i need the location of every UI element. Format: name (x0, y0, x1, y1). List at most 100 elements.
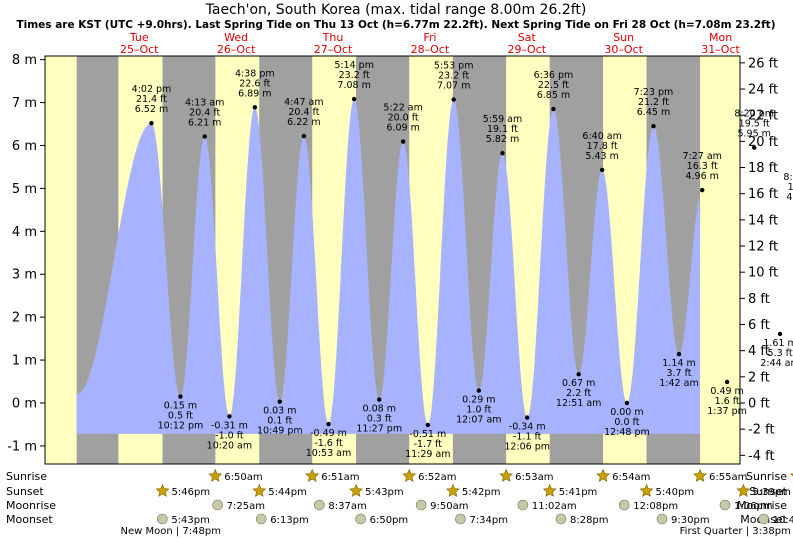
low-tide-label: 1.6 ft (715, 396, 740, 407)
low-tide-label: -1.6 ft (314, 438, 343, 449)
moonset-time: 9:30pm (671, 515, 710, 526)
high-tide-label: 6.85 m (537, 90, 570, 101)
low-tide-label: 0.1 ft (267, 416, 292, 427)
low-tide-label: -0.51 m (409, 429, 446, 440)
low-tide-label: 0.03 m (263, 406, 296, 417)
extreme-point (576, 372, 581, 377)
high-tide-label: 5.82 m (486, 134, 519, 145)
y-tick-label-m: 1 m (12, 354, 37, 369)
extreme-point (149, 120, 154, 126)
extreme-point (425, 422, 431, 428)
high-tide-label: 20.0 ft (388, 113, 419, 124)
high-tide-label: 7:23 pm (634, 87, 674, 98)
low-tide-label: -0.31 m (211, 420, 248, 431)
low-tide-label: 12:06 pm (504, 442, 550, 453)
moonset-moon-icon (157, 513, 168, 525)
high-tide-label: 14.7 ft (788, 182, 793, 193)
sunset-time: 5:41pm (559, 487, 598, 498)
moonrise-time: 9:50am (430, 501, 468, 512)
moonrise-moon-icon (517, 499, 529, 511)
extreme-point (777, 331, 783, 337)
low-tide-label: 0.5 ft (168, 411, 193, 422)
y-tick-label-m: 5 m (12, 182, 37, 197)
day-label-weekday: Sat (518, 31, 537, 44)
extreme-point (277, 399, 283, 404)
low-tide-label: 1.14 m (662, 358, 695, 369)
sunset-time: 5:46pm (172, 487, 211, 498)
high-tide-label: 6.45 m (637, 107, 670, 118)
extreme-point (178, 394, 183, 399)
plot-frame (44, 55, 741, 465)
sunset-sun-icon (445, 483, 460, 497)
low-tide-label: -1.0 ft (215, 430, 244, 441)
extreme-point (400, 139, 406, 144)
extreme-point (599, 167, 605, 173)
day-label-date: 30–Oct (604, 43, 643, 56)
day-label-weekday: Thu (322, 31, 344, 44)
day-label-weekday: Fri (423, 31, 436, 44)
low-tide-label: 1.0 ft (466, 405, 491, 416)
extreme-point (500, 151, 505, 156)
extreme-point (377, 397, 382, 402)
low-tide-label: -1.7 ft (414, 439, 443, 450)
sunset-sun-icon (252, 483, 267, 497)
y-tick-label-m: 7 m (12, 96, 37, 111)
extreme-point (202, 134, 207, 139)
low-tide-label: 10:53 am (306, 448, 351, 459)
y-tick-label-ft: 18 ft (748, 161, 778, 176)
moonset-moon-icon (355, 513, 366, 525)
low-tide-label: 0.29 m (462, 395, 495, 406)
low-tide-label: 0.00 m (610, 407, 643, 418)
extreme-point (700, 187, 705, 193)
tide-curve (76, 99, 700, 459)
high-tide-label: 4.47 m (786, 192, 793, 203)
high-tide-label: 5:59 am (483, 114, 522, 125)
low-tide-label: 11:27 pm (356, 424, 402, 435)
y-tick-label-ft: 14 ft (748, 213, 778, 228)
low-tide-label: 1:37 pm (707, 406, 747, 417)
high-tide-label: 8:20 pm (734, 109, 774, 120)
high-tide-label: 6.21 m (188, 117, 221, 128)
moonrise-time: 1:06pm (734, 501, 773, 512)
high-tide-label: 6.89 m (238, 88, 271, 99)
y-tick-label-ft: 24 ft (748, 83, 778, 98)
y-tick-label-ft: 6 ft (748, 318, 770, 333)
low-tide-label: 1.61 m (763, 338, 793, 349)
astro-row-label-right: Sunset (749, 485, 787, 498)
low-tide-label: 2.2 ft (566, 388, 591, 399)
sunset-time: 5:43pm (365, 487, 404, 498)
moonrise-moon-icon (618, 499, 630, 511)
high-tide-label: 20.4 ft (288, 107, 319, 118)
moonrise-time: 12:08pm (633, 501, 678, 512)
y-tick-label-m: 3 m (12, 268, 37, 283)
chart-title: Taech'on, South Korea (max. tidal range … (205, 2, 587, 18)
y-tick-label-m: 2 m (12, 311, 37, 326)
y-tick-label-ft: 8 ft (748, 292, 770, 307)
day-label-date: 26–Oct (217, 43, 256, 56)
low-tide-label: 12:51 am (556, 398, 601, 409)
low-tide-label: 0.0 ft (614, 417, 639, 428)
y-tick-label-m: 8 m (12, 53, 37, 68)
high-tide-label: 7.08 m (337, 80, 370, 91)
low-tide-label: 0.67 m (562, 378, 595, 389)
high-tide-label: 4:13 am (185, 97, 224, 108)
high-tide-label: 16.3 ft (687, 161, 718, 172)
high-tide-label: 22.5 ft (538, 80, 569, 91)
low-tide-label: 3.7 ft (666, 368, 691, 379)
high-tide-label: 6.22 m (287, 117, 320, 128)
extreme-point (476, 388, 482, 393)
sunrise-sun-icon (499, 468, 514, 482)
sunrise-sun-icon (790, 473, 793, 482)
sunset-time: 5:42pm (462, 487, 501, 498)
day-label-weekday: Wed (224, 31, 248, 44)
y-tick-label-ft: 0 ft (748, 397, 770, 412)
y-tick-label-m: -1 m (7, 439, 37, 454)
y-tick-label-ft: -2 ft (748, 423, 775, 438)
y-tick-label-ft: 22 ft (748, 109, 778, 124)
chart-subtitle: Times are KST (UTC +9.0hrs). Last Spring… (16, 19, 775, 31)
low-tide-label: 0.08 m (363, 404, 396, 415)
low-tide-label: -0.49 m (310, 428, 347, 439)
moonset-moon-icon (555, 513, 567, 525)
